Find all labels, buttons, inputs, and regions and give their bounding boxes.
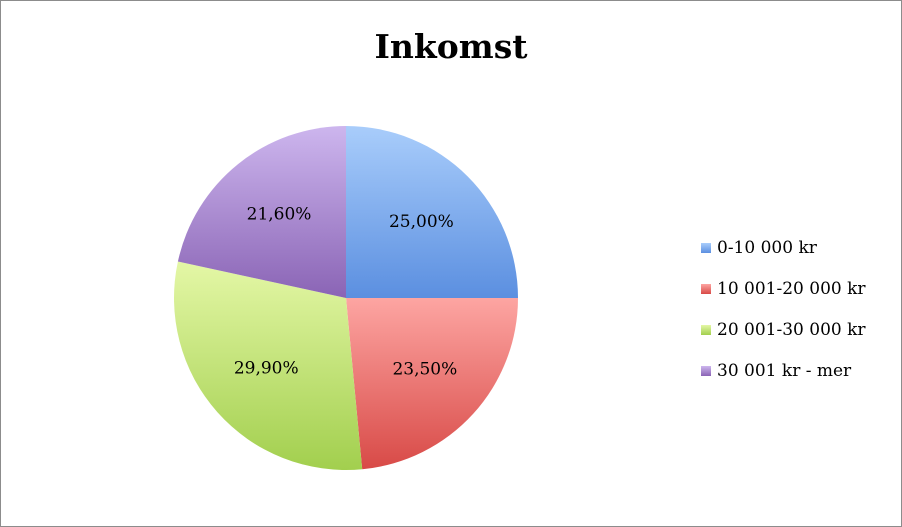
pie-slice (177, 126, 346, 298)
legend-swatch (701, 324, 711, 335)
legend: 0-10 000 kr 10 001-20 000 kr 20 001-30 0… (701, 227, 896, 391)
chart-title: Inkomst (374, 27, 528, 66)
legend-swatch (701, 365, 711, 376)
legend-item: 10 001-20 000 kr (701, 268, 896, 309)
pie-slices (174, 126, 518, 470)
slice-value-label: 29,90% (234, 358, 299, 378)
legend-label: 0-10 000 kr (717, 237, 817, 258)
legend-swatch (701, 283, 711, 294)
pie-slice (346, 126, 518, 298)
slice-value-label: 21,60% (247, 204, 312, 224)
pie-slice (174, 261, 363, 470)
legend-item: 0-10 000 kr (701, 227, 896, 268)
legend-swatch (701, 242, 711, 253)
legend-label: 30 001 kr - mer (717, 360, 852, 381)
pie-slice-labels: 25,00% 23,50% 29,90% 21,60% (234, 204, 457, 379)
legend-label: 20 001-30 000 kr (717, 319, 866, 340)
legend-item: 20 001-30 000 kr (701, 309, 896, 350)
pie-slice (346, 298, 518, 470)
slice-value-label: 25,00% (389, 212, 454, 232)
legend-label: 10 001-20 000 kr (717, 278, 866, 299)
legend-item: 30 001 kr - mer (701, 350, 896, 391)
slice-value-label: 23,50% (392, 359, 457, 379)
